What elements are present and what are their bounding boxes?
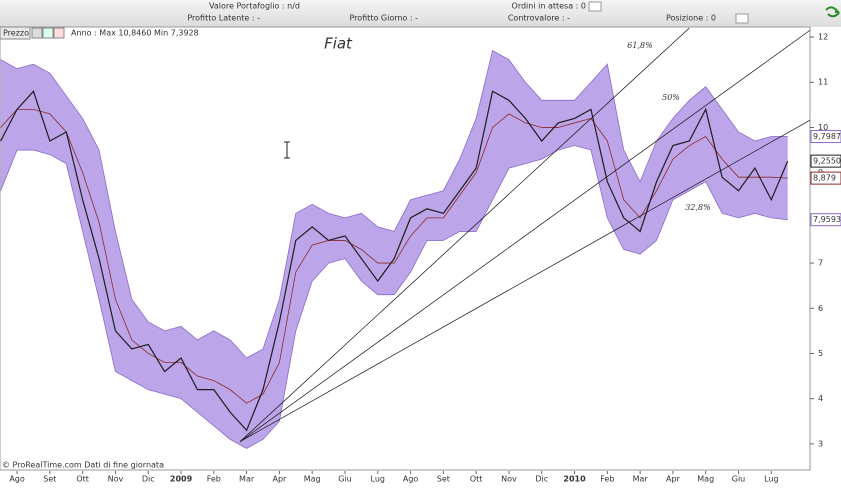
header-field: Profitto Latente : - [187, 14, 260, 23]
x-tick-label: 2010 [563, 475, 586, 484]
header-field: Controvalore : - [508, 14, 570, 23]
x-tick-label: Mag [304, 475, 321, 484]
x-tick-label: Mar [633, 475, 649, 484]
y-tick-label: 12 [818, 33, 828, 42]
y-tick-label: 4 [818, 394, 823, 403]
fan-line [239, 29, 811, 442]
x-tick-label: Giu [732, 475, 746, 484]
header-field: Valore Portafoglio : n/d [209, 2, 300, 11]
x-tick-label: Apr [666, 475, 681, 484]
x-tick-label: Ago [403, 475, 419, 484]
x-tick-label: Feb [207, 475, 221, 484]
chart-title: Fiat [324, 35, 353, 53]
x-tick-label: Set [43, 475, 56, 484]
end-label-box [810, 213, 841, 227]
y-tick-label: 3 [818, 439, 823, 448]
y-tick-label: 7 [818, 259, 823, 268]
x-tick-label: 2009 [170, 475, 193, 484]
refresh-icon[interactable] [825, 6, 841, 18]
header-field: Profitto Giorno : - [349, 14, 418, 23]
x-tick-label: Dic [535, 475, 548, 484]
fan-line [239, 27, 690, 442]
header-bar [0, 0, 841, 27]
y-tick-label: 11 [818, 78, 828, 87]
y-tick-label: 10 [818, 123, 828, 132]
x-tick-label: Set [437, 475, 450, 484]
band-lower [0, 145, 788, 449]
tool-button[interactable] [31, 27, 43, 39]
moving-average [0, 108, 788, 404]
price-line [0, 90, 789, 432]
end-label: 7,9593 [813, 215, 841, 224]
x-tick-label: Dic [142, 475, 155, 484]
x-tick-label: Ago [9, 475, 25, 484]
cursor [284, 141, 290, 159]
end-label: 9,7987 [813, 132, 841, 141]
x-tick-label: Apr [272, 475, 287, 484]
fan-label: 61,8% [627, 41, 653, 50]
header-box[interactable] [588, 1, 602, 12]
end-label-box [810, 154, 841, 168]
x-tick-label: Nov [108, 475, 124, 484]
header-box[interactable] [735, 13, 749, 24]
x-tick-label: Ott [470, 475, 483, 484]
end-label: 8,879 [813, 174, 836, 183]
fan-label: 32,8% [685, 203, 711, 212]
toolbar-label: Prezzo [3, 29, 29, 38]
x-tick-label: Lug [371, 475, 385, 484]
tool-button[interactable] [42, 27, 54, 39]
fan-label: 50% [662, 93, 680, 102]
toolbar-label-box[interactable] [0, 26, 31, 40]
x-tick-label: Nov [501, 475, 517, 484]
x-tick-label: Feb [600, 475, 614, 484]
header-field: Posizione : 0 [666, 14, 716, 23]
end-label-box [810, 171, 841, 185]
tool-button[interactable] [53, 27, 65, 39]
toolbar-info: Anno : Max 10,8460 Min 7,3928 [71, 29, 199, 38]
y-tick-label: 5 [818, 349, 823, 358]
y-tick-label: 6 [818, 304, 823, 313]
fan-line [239, 119, 811, 442]
footer: © ProRealTime.com Dati di fine giornata [2, 461, 164, 470]
x-tick-label: Lug [764, 475, 778, 484]
end-label-box [810, 130, 841, 144]
end-label: 9,2550 [813, 157, 841, 166]
x-tick-label: Mar [239, 475, 255, 484]
x-tick-label: Mag [697, 475, 714, 484]
x-tick-label: Giu [338, 475, 352, 484]
x-tick-label: Ott [76, 475, 89, 484]
header-field: Ordini in attesa : 0 [512, 2, 586, 11]
